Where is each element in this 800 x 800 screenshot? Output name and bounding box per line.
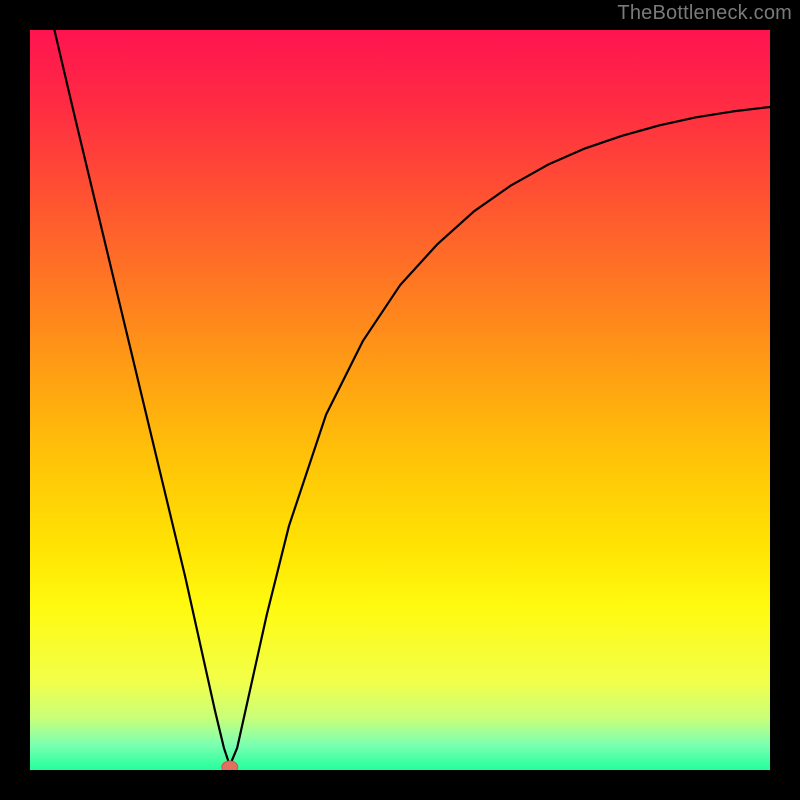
minimum-marker: [222, 761, 238, 770]
watermark-text: TheBottleneck.com: [617, 2, 792, 25]
chart-container: TheBottleneck.com: [0, 0, 800, 800]
plot-area: [30, 30, 770, 770]
gradient-background: [30, 30, 770, 770]
